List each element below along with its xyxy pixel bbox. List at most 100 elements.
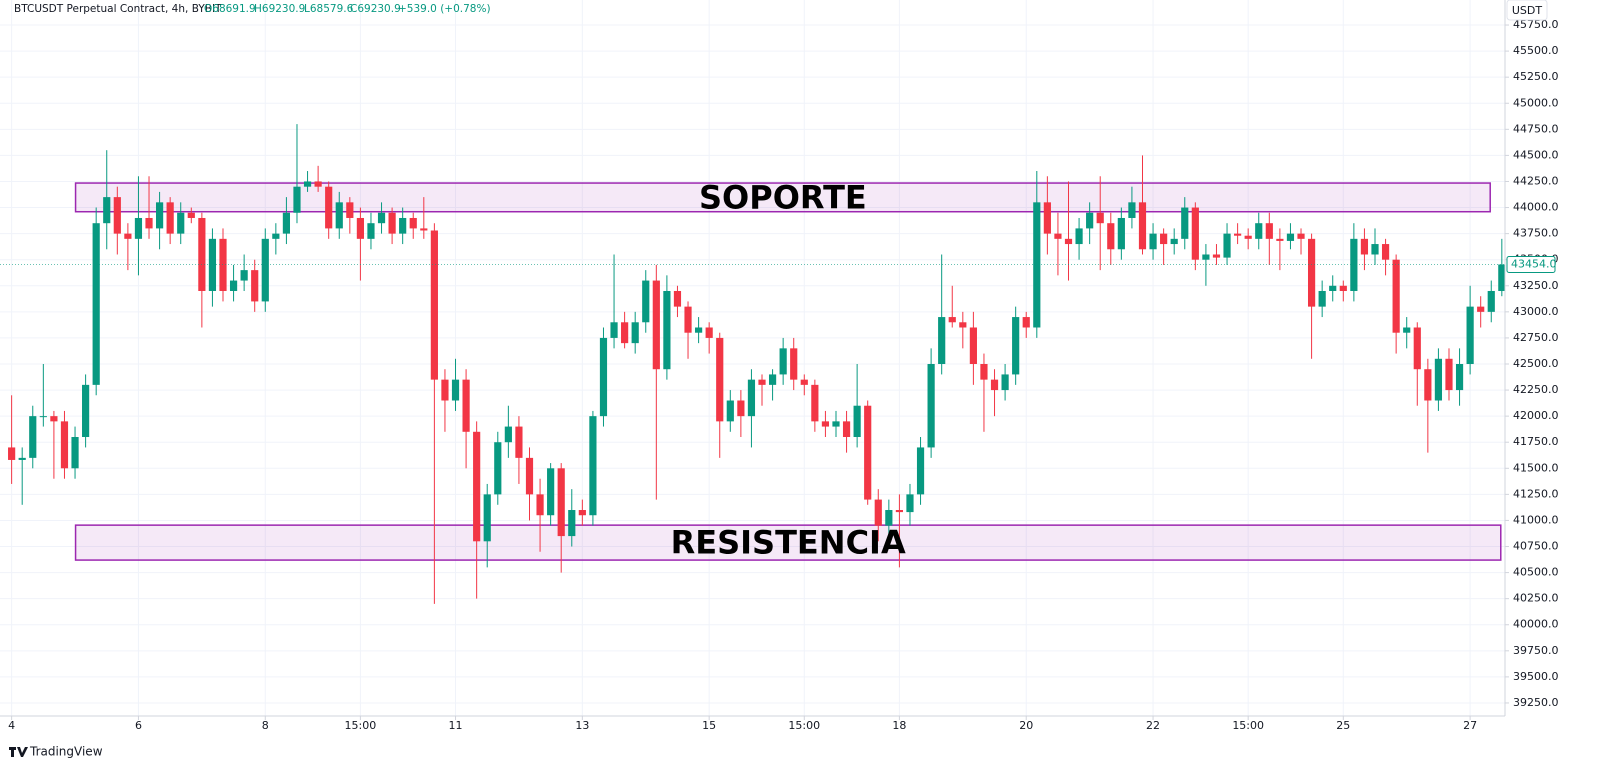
candle-body [1181,207,1189,239]
y-tick-label: 44250.0 [1513,174,1559,187]
candle-body [473,431,481,542]
candle-body [1339,285,1347,291]
candle-body [325,186,333,229]
candle-body [557,468,565,537]
currency[interactable]: USDT [1512,4,1543,17]
x-tick-label: 15:00 [788,719,820,732]
candle-body [621,322,629,344]
candle-body [208,238,217,291]
y-tick-label: 40000.0 [1513,618,1559,631]
candle-body [1043,202,1051,234]
candle-body [747,379,756,417]
y-tick-label: 40500.0 [1513,566,1559,579]
candle-body [800,379,808,385]
candle-body [1329,285,1337,291]
candle-body [1086,212,1094,229]
candle-body [251,270,259,302]
ohlc-close: C69230.9 [350,3,401,15]
candle-body [346,202,354,218]
candle-body [430,230,438,380]
candle-body [716,337,724,422]
candle-body [536,494,544,516]
candle-body [219,238,227,291]
candle-body [1424,369,1432,401]
candle-body [1487,290,1495,312]
ohlc-open: O68691.9 [204,3,256,15]
candle-body [684,306,692,333]
candle-body [610,322,618,338]
candle-body [134,217,143,239]
candle-body [187,212,195,218]
candle-body [705,327,713,338]
y-tick-label: 39250.0 [1513,696,1559,709]
x-tick-label: 20 [1019,719,1033,732]
candle-body [1128,202,1136,218]
candle-body [737,400,745,417]
candle-body [948,317,956,323]
candle-body [1297,233,1305,239]
candle-body [1307,238,1316,307]
candle-body [642,280,650,323]
candle-body [50,416,58,422]
x-tick-label: 25 [1336,719,1350,732]
candle-body [589,416,597,516]
candle-body [842,421,851,438]
candle-body [874,499,882,526]
x-tick-label: 4 [8,719,15,732]
candle-body [399,217,407,234]
candle-body [71,437,79,469]
candle-body [959,322,967,328]
candle-body [969,327,977,364]
candle-body [1064,238,1073,245]
candle-body [1202,254,1210,260]
candle-body [1286,233,1295,241]
candle-body [1054,233,1062,239]
candle-body [990,379,999,391]
candle-body [145,217,153,229]
candle-body [1255,223,1263,239]
candle-body [726,400,734,422]
candle-body [832,421,840,427]
candle-body [1223,233,1231,258]
candle-body [758,379,766,385]
candle-body [441,379,449,401]
candle-body [916,447,925,495]
candle-body [811,384,819,422]
last-price-label: 43454.0 [1511,257,1557,270]
candle-body [335,202,343,229]
candle-body [1170,238,1178,245]
ohlc-change: +539.0 (+0.78%) [398,3,491,15]
y-tick-label: 45000.0 [1513,96,1559,109]
zone-box [74,182,1491,213]
candle-body [1477,306,1485,312]
candle-body [282,212,291,234]
candle-body [420,228,428,231]
candle-body [1371,244,1379,255]
candle-body [779,348,787,375]
candle-body [695,327,703,333]
x-tick-label: 6 [135,719,142,732]
y-tick-label: 45750.0 [1513,18,1559,31]
x-tick-label: 11 [449,719,463,732]
candle-body [547,468,555,516]
candle-body [367,223,375,239]
candle-body [166,202,174,234]
candle-body [578,510,586,516]
y-tick-label: 39500.0 [1513,670,1559,683]
candle-body [261,238,269,302]
candle-body [1117,217,1125,250]
x-tick-label: 15:00 [345,719,377,732]
candle-body [1413,327,1421,370]
candle-body [124,233,132,239]
candle-body [1276,238,1284,241]
candles [8,124,1506,604]
candle-body [1001,374,1009,391]
currency-box[interactable] [1506,0,1548,21]
x-tick-label: 13 [575,719,589,732]
candle-body [980,363,988,380]
candle-body [1212,254,1221,258]
candle-body [293,186,301,213]
y-tick-label: 39750.0 [1513,644,1559,657]
candle-body [1392,259,1400,333]
